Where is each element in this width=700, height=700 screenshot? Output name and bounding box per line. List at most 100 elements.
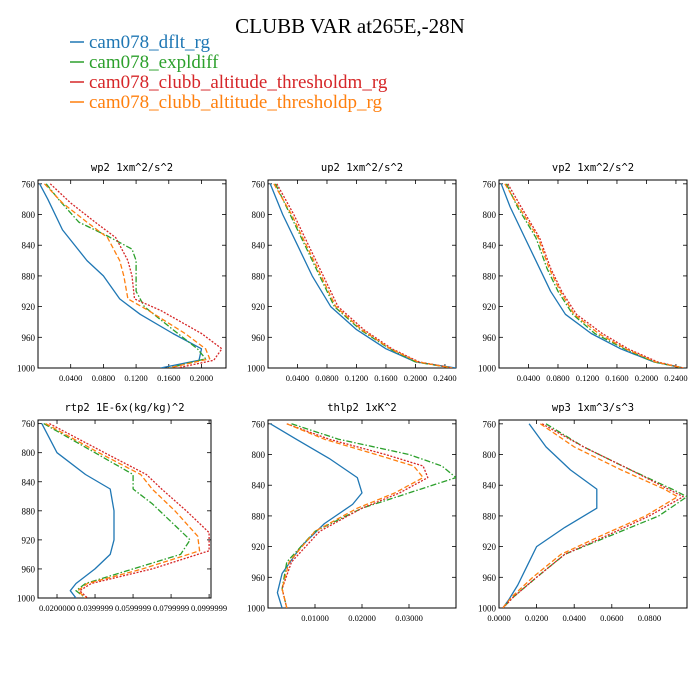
x-tick-label: 0.1200 [124, 373, 147, 383]
y-tick-label: 760 [252, 179, 266, 189]
y-tick-label: 880 [22, 271, 36, 281]
y-tick-label: 920 [22, 302, 36, 312]
y-tick-label: 800 [483, 450, 497, 460]
series-line-cam078_expldiff [502, 423, 687, 608]
panel-2: up2 1xm^2/s^2 760 800 840 880 920 960 1000 0.040… [247, 162, 457, 383]
figure-title: CLUBB VAR at265E,-28N [235, 14, 465, 38]
panel-title: rtp2 1E-6x(kg/kg)^2 [64, 402, 184, 414]
x-tick-label: 0.0999999 [191, 603, 227, 613]
panel-title: vp2 1xm^2/s^2 [552, 162, 634, 174]
x-tick-label: 0.0400 [563, 613, 586, 623]
x-tick-label: 0.0400 [286, 373, 309, 383]
y-tick-label: 760 [22, 419, 36, 429]
plot-frame [37, 419, 212, 599]
panel-title: up2 1xm^2/s^2 [321, 162, 403, 174]
y-tick-label: 920 [483, 302, 497, 312]
x-tick-label: 0.0800 [638, 613, 661, 623]
series-line-cam078_clubb_altitude_thresholdm_rg [276, 183, 453, 368]
y-tick-label: 960 [252, 333, 266, 343]
series-line-cam078_dflt_rg [500, 183, 684, 368]
y-tick-label: 960 [252, 573, 266, 583]
x-tick-label: 0.1600 [157, 373, 180, 383]
x-tick-label: 0.0200000 [39, 603, 75, 613]
y-tick-label: 960 [22, 564, 36, 574]
y-tick-label: 880 [22, 506, 36, 516]
y-tick-label: 960 [483, 573, 497, 583]
y-tick-label: 800 [483, 210, 497, 220]
y-tick-label: 760 [22, 179, 36, 189]
y-tick-label: 960 [22, 333, 36, 343]
y-tick-label: 960 [483, 333, 497, 343]
series-line-cam078_clubb_altitude_thresholdm_rg [281, 423, 429, 608]
y-tick-label: 1000 [478, 364, 497, 374]
series-line-cam078_expldiff [281, 423, 456, 608]
x-tick-label: 0.03000 [395, 613, 423, 623]
series-line-cam078_clubb_altitude_thresholdm_rg [49, 423, 210, 598]
y-tick-label: 760 [483, 419, 497, 429]
panel-6: wp3 1xm^3/s^3 760 800 840 880 920 960 10000.000… [478, 402, 688, 623]
y-tick-label: 760 [252, 419, 266, 429]
x-tick-label: 0.0600 [600, 613, 623, 623]
x-tick-label: 0.0800 [315, 373, 338, 383]
y-tick-label: 1000 [247, 604, 266, 614]
y-tick-label: 840 [252, 241, 266, 251]
plot-frame [37, 179, 227, 369]
x-tick-label: 0.1600 [374, 373, 397, 383]
series-line-cam078_clubb_altitude_thresholdp_rg [45, 423, 201, 598]
series-line-cam078_expldiff [45, 183, 207, 368]
series-line-cam078_clubb_altitude_thresholdp_rg [502, 423, 679, 608]
y-tick-label: 840 [22, 477, 36, 487]
panel-title: thlp2 1xK^2 [327, 402, 397, 414]
y-tick-label: 1000 [17, 364, 36, 374]
x-tick-label: 0.0000 [487, 613, 510, 623]
x-tick-label: 0.01000 [301, 613, 329, 623]
plot-frame [267, 419, 457, 609]
plot-frame [498, 419, 688, 609]
x-tick-label: 0.2400 [433, 373, 456, 383]
series-line-cam078_clubb_altitude_thresholdm_rg [49, 183, 223, 368]
series-line-cam078_clubb_altitude_thresholdp_rg [273, 183, 453, 368]
legend-entry: cam078_clubb_altitude_thresholdp_rg [89, 92, 383, 113]
x-tick-label: 0.0399999 [77, 603, 113, 613]
y-tick-label: 1000 [17, 594, 36, 604]
y-tick-label: 840 [252, 481, 266, 491]
x-tick-label: 0.0400 [517, 373, 540, 383]
y-tick-label: 760 [483, 179, 497, 189]
panel-title: wp3 1xm^3/s^3 [552, 402, 634, 414]
x-tick-label: 0.0200 [525, 613, 548, 623]
y-tick-label: 840 [483, 481, 497, 491]
y-tick-label: 880 [252, 511, 266, 521]
y-tick-label: 800 [22, 448, 36, 458]
x-tick-label: 0.1200 [345, 373, 368, 383]
y-tick-label: 920 [252, 542, 266, 552]
y-tick-label: 920 [252, 302, 266, 312]
y-tick-label: 880 [483, 271, 497, 281]
y-tick-label: 920 [483, 542, 497, 552]
y-tick-label: 840 [483, 241, 497, 251]
series-line-cam078_dflt_rg [39, 183, 203, 368]
y-tick-label: 880 [252, 271, 266, 281]
panel-3: vp2 1xm^2/s^2 760 800 840 880 920 960 1000 0.040… [478, 162, 688, 383]
x-tick-label: 0.1600 [605, 373, 628, 383]
series-line-cam078_dflt_rg [502, 423, 598, 608]
x-tick-label: 0.2400 [664, 373, 687, 383]
x-tick-label: 0.2000 [190, 373, 213, 383]
legend-entry: cam078_clubb_altitude_thresholdm_rg [89, 72, 388, 93]
x-tick-label: 0.0800 [546, 373, 569, 383]
legend-entry: cam078_dflt_rg [89, 32, 211, 53]
y-tick-label: 800 [22, 210, 36, 220]
series-line-cam078_clubb_altitude_thresholdp_rg [281, 423, 424, 608]
plot-frame [498, 179, 688, 369]
legend-entry: cam078_expldiff [89, 52, 219, 73]
series-line-cam078_dflt_rg [270, 423, 363, 608]
x-tick-label: 0.0400 [59, 373, 82, 383]
plot-frame [267, 179, 457, 369]
x-tick-label: 0.1200 [576, 373, 599, 383]
x-tick-label: 0.0800 [92, 373, 115, 383]
y-tick-label: 920 [22, 535, 36, 545]
y-tick-label: 1000 [478, 604, 497, 614]
y-tick-label: 1000 [247, 364, 266, 374]
x-tick-label: 0.0799999 [153, 603, 189, 613]
series-line-cam078_expldiff [274, 183, 453, 368]
